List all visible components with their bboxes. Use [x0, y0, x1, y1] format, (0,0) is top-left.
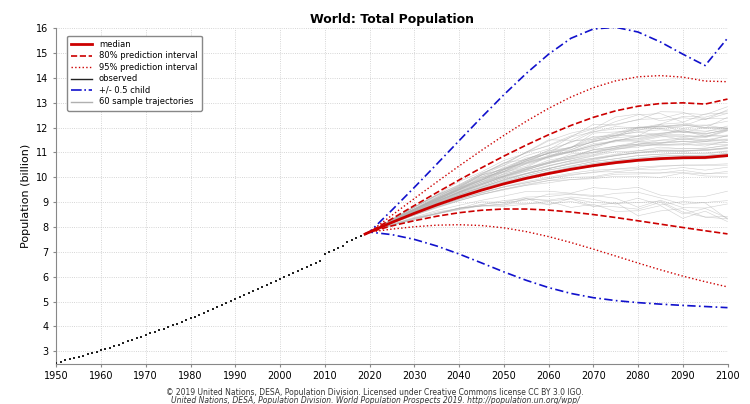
Text: United Nations, DESA, Population Division. World Population Prospects 2019. http: United Nations, DESA, Population Divisio…: [170, 396, 579, 404]
Y-axis label: Population (billion): Population (billion): [21, 144, 31, 248]
Title: World: Total Population: World: Total Population: [310, 13, 474, 26]
Legend: median, 80% prediction interval, 95% prediction interval, observed, +/- 0.5 chil: median, 80% prediction interval, 95% pre…: [68, 36, 202, 111]
Text: © 2019 United Nations, DESA, Population Division. Licensed under Creative Common: © 2019 United Nations, DESA, Population …: [166, 388, 584, 397]
